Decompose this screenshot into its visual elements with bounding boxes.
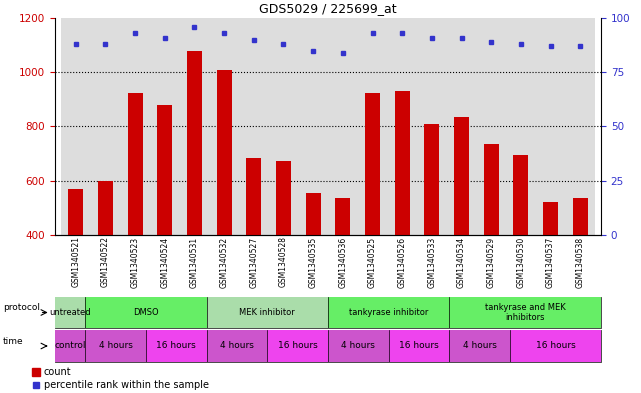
Bar (543, 202, 558, 235)
Bar (449, 297, 601, 328)
Text: control: control (54, 342, 86, 351)
Bar (506, 18, 536, 235)
Bar (85, 330, 146, 362)
Bar (179, 18, 210, 235)
Text: untreated: untreated (49, 308, 91, 317)
Bar (217, 70, 231, 235)
Bar (158, 105, 172, 235)
Bar (328, 297, 449, 328)
Text: MEK inhibitor: MEK inhibitor (240, 308, 296, 317)
Text: 16 hours: 16 hours (536, 342, 576, 351)
Bar (447, 18, 476, 235)
Bar (128, 93, 142, 235)
Bar (328, 330, 388, 362)
Bar (484, 144, 499, 235)
Text: 4 hours: 4 hours (99, 342, 133, 351)
Bar (276, 161, 291, 235)
Text: percentile rank within the sample: percentile rank within the sample (44, 380, 209, 390)
Bar (98, 181, 113, 235)
Bar (69, 189, 83, 235)
Text: protocol: protocol (3, 303, 40, 312)
Bar (121, 18, 150, 235)
Bar (476, 18, 506, 235)
Text: DMSO: DMSO (133, 308, 159, 317)
Bar (449, 330, 510, 362)
Bar (417, 18, 447, 235)
Title: GDS5029 / 225699_at: GDS5029 / 225699_at (259, 2, 397, 15)
Bar (187, 51, 202, 235)
Bar (565, 18, 595, 235)
Bar (206, 297, 328, 328)
Bar (90, 18, 121, 235)
Text: 4 hours: 4 hours (220, 342, 254, 351)
Bar (61, 18, 90, 235)
Text: 4 hours: 4 hours (463, 342, 497, 351)
Bar (269, 18, 298, 235)
Bar (328, 18, 358, 235)
Bar (210, 18, 239, 235)
Text: count: count (44, 367, 72, 377)
Text: tankyrase and MEK
inhibitors: tankyrase and MEK inhibitors (485, 303, 565, 322)
Bar (246, 158, 262, 235)
Bar (267, 330, 328, 362)
Bar (85, 297, 206, 328)
Bar (395, 91, 410, 235)
Bar (388, 330, 449, 362)
Text: 16 hours: 16 hours (399, 342, 439, 351)
Bar (150, 18, 179, 235)
Bar (306, 193, 320, 235)
Bar (365, 93, 380, 235)
Bar (573, 198, 588, 235)
Bar (536, 18, 565, 235)
Bar (510, 330, 601, 362)
Bar (513, 155, 528, 235)
Text: 4 hours: 4 hours (342, 342, 375, 351)
Bar (239, 18, 269, 235)
Bar (206, 330, 267, 362)
Bar (454, 117, 469, 235)
Bar (387, 18, 417, 235)
Text: 16 hours: 16 hours (278, 342, 317, 351)
Bar (358, 18, 387, 235)
Bar (32, 368, 40, 376)
Text: tankyrase inhibitor: tankyrase inhibitor (349, 308, 428, 317)
Bar (298, 18, 328, 235)
Bar (55, 297, 85, 328)
Text: time: time (3, 337, 23, 346)
Bar (55, 330, 85, 362)
Bar (335, 198, 350, 235)
Bar (424, 124, 439, 235)
Bar (146, 330, 206, 362)
Text: 16 hours: 16 hours (156, 342, 196, 351)
